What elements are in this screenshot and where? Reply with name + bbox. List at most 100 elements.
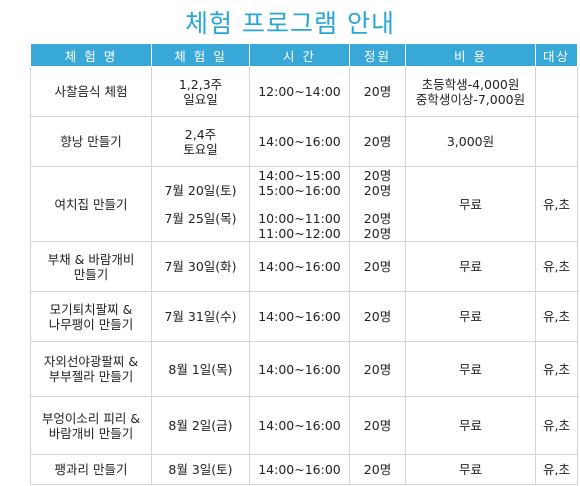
program-table: 체 험 명 체 험 일 시 간 정원 비 용 대상 사찰음식 체험 1,2,3주 일… bbox=[30, 43, 578, 485]
cell-capacity-text: 20명 bbox=[363, 167, 392, 183]
cell-capacity-text: 20명 bbox=[363, 134, 392, 149]
cell-name-text: 부엉이소리 피리 & bbox=[41, 410, 141, 426]
cell-capacity-text: 20명 bbox=[363, 84, 392, 99]
cell-target: 유,초 bbox=[535, 241, 578, 292]
cell-name-text: 여치집 만들기 bbox=[54, 196, 128, 212]
cell-time: 14:00~16:00 bbox=[249, 116, 350, 167]
cell-cost-text: 3,000원 bbox=[446, 134, 495, 149]
cell-time: 14:00~16:00 bbox=[249, 396, 350, 455]
cell-capacity: 20명 bbox=[349, 291, 406, 342]
cell-capacity-text: 20명 bbox=[363, 210, 392, 226]
cell-name: 모기퇴치팔찌 & 나무팽이 만들기 bbox=[30, 291, 152, 342]
cell-cost-text: 무료 bbox=[458, 309, 482, 324]
cell-name-text: 만들기 bbox=[73, 266, 109, 282]
cell-time: 12:00~14:00 bbox=[249, 66, 350, 117]
cell-capacity-text: 20명 bbox=[363, 259, 392, 274]
cell-capacity-text: 20명 bbox=[363, 309, 392, 324]
table-row: 부엉이소리 피리 & 바람개비 만들기 8월 2일(금) 14:00~16:00 20명… bbox=[30, 396, 578, 455]
cell-capacity: 20명 bbox=[349, 341, 406, 397]
cell-capacity: 20명 bbox=[349, 116, 406, 167]
cell-cost-text: 무료 bbox=[458, 462, 482, 477]
cell-cost-text: 중학생이상-7,000원 bbox=[415, 91, 526, 107]
cell-time-text: 15:00~16:00 bbox=[258, 182, 341, 198]
cell-capacity: 20명 20명 20명 20명 bbox=[349, 166, 406, 242]
cell-capacity-text: 20명 bbox=[363, 182, 392, 198]
cell-time-text: 10:00~11:00 bbox=[258, 210, 341, 226]
cell-target-text: 유,초 bbox=[543, 259, 570, 274]
cell-date: 8월 2일(금) bbox=[151, 396, 250, 455]
cell-cost-text: 초등학생-4,000원 bbox=[421, 76, 520, 92]
cell-name: 부엉이소리 피리 & 바람개비 만들기 bbox=[30, 396, 152, 455]
table-row: 자외선야광팔찌 & 부부젤라 만들기 8월 1일(목) 14:00~16:00 20명 무… bbox=[30, 341, 578, 397]
cell-name: 팽과리 만들기 bbox=[30, 454, 152, 485]
cell-cost-text: 무료 bbox=[458, 361, 482, 377]
cell-date: 1,2,3주 일요일 bbox=[151, 66, 250, 117]
cell-name: 향낭 만들기 bbox=[30, 116, 152, 167]
cell-capacity-text: 20명 bbox=[363, 361, 392, 377]
cell-cost-text: 무료 bbox=[458, 418, 482, 433]
cell-cost: 무료 bbox=[405, 166, 536, 242]
cell-time: 14:00~16:00 bbox=[249, 241, 350, 292]
header-cost: 비 용 bbox=[405, 43, 536, 67]
cell-time-text: 14:00~16:00 bbox=[258, 134, 341, 149]
cell-date-text: 7월 30일(화) bbox=[164, 259, 237, 274]
cell-date: 2,4주 토요일 bbox=[151, 116, 250, 167]
cell-name: 사찰음식 체험 bbox=[30, 66, 152, 117]
cell-time-text: 14:00~16:00 bbox=[258, 418, 341, 433]
cell-target: 유,초 bbox=[535, 291, 578, 342]
cell-cost: 무료 bbox=[405, 241, 536, 292]
cell-name: 여치집 만들기 bbox=[30, 166, 152, 242]
cell-time: 14:00~16:00 bbox=[249, 454, 350, 485]
cell-date-text: 7월 25일(목) bbox=[164, 210, 237, 226]
cell-capacity-text: 20명 bbox=[363, 225, 392, 241]
cell-cost: 무료 bbox=[405, 341, 536, 397]
cell-date: 7월 30일(화) bbox=[151, 241, 250, 292]
cell-date-text: 7월 31일(수) bbox=[164, 309, 237, 324]
header-capacity: 정원 bbox=[349, 43, 406, 67]
cell-date-text: 일요일 bbox=[183, 91, 218, 107]
cell-cost: 무료 bbox=[405, 396, 536, 455]
cell-name-text: 팽과리 만들기 bbox=[54, 462, 128, 477]
cell-date-text: 7월 20일(토) bbox=[164, 182, 237, 198]
cell-time: 14:00~16:00 bbox=[249, 341, 350, 397]
cell-date-text: 8월 2일(금) bbox=[168, 418, 233, 433]
cell-name-text: 부채 & 바람개비 bbox=[47, 251, 135, 267]
cell-time: 14:00~16:00 bbox=[249, 291, 350, 342]
table-row: 여치집 만들기 7월 20일(토) 7월 25일(목) 14:00~15:00 15:0… bbox=[30, 166, 578, 242]
cell-target-text: 유,초 bbox=[543, 462, 570, 477]
cell-target-text: 유,초 bbox=[543, 361, 570, 377]
cell-target-text: 유,초 bbox=[543, 196, 570, 212]
cell-cost: 무료 bbox=[405, 454, 536, 485]
header-target: 대상 bbox=[535, 43, 578, 67]
table-row: 사찰음식 체험 1,2,3주 일요일 12:00~14:00 20명 초등학생-4,000… bbox=[30, 66, 578, 117]
table-row: 모기퇴치팔찌 & 나무팽이 만들기 7월 31일(수) 14:00~16:00 20명 무… bbox=[30, 291, 578, 342]
cell-time-text: 14:00~16:00 bbox=[258, 309, 341, 324]
header-name: 체 험 명 bbox=[30, 43, 152, 67]
cell-name: 부채 & 바람개비 만들기 bbox=[30, 241, 152, 292]
cell-name-text: 사찰음식 체험 bbox=[54, 84, 128, 99]
cell-name-text: 바람개비 만들기 bbox=[48, 425, 134, 441]
cell-target: 유,초 bbox=[535, 341, 578, 397]
cell-capacity: 20명 bbox=[349, 66, 406, 117]
cell-date: 8월 3일(토) bbox=[151, 454, 250, 485]
header-time: 시 간 bbox=[249, 43, 350, 67]
table-row: 향낭 만들기 2,4주 토요일 14:00~16:00 20명 3,000원 bbox=[30, 116, 578, 167]
cell-date: 8월 1일(목) bbox=[151, 341, 250, 397]
cell-name-text: 나무팽이 만들기 bbox=[48, 316, 134, 332]
cell-cost: 초등학생-4,000원 중학생이상-7,000원 bbox=[405, 66, 536, 117]
cell-name-text: 모기퇴치팔찌 & bbox=[49, 301, 133, 317]
header-date: 체 험 일 bbox=[151, 43, 250, 67]
cell-time-text: 14:00~16:00 bbox=[258, 361, 341, 377]
cell-cost: 3,000원 bbox=[405, 116, 536, 167]
cell-date-text: 1,2,3주 bbox=[178, 76, 223, 92]
cell-time-text: 14:00~15:00 bbox=[258, 167, 341, 183]
cell-target: 유,초 bbox=[535, 396, 578, 455]
cell-target-text: 유,초 bbox=[543, 309, 570, 324]
cell-time-text: 14:00~16:00 bbox=[258, 462, 341, 477]
cell-capacity-text: 20명 bbox=[363, 418, 392, 433]
cell-name: 자외선야광팔찌 & 부부젤라 만들기 bbox=[30, 341, 152, 397]
table-row: 부채 & 바람개비 만들기 7월 30일(화) 14:00~16:00 20명 무료 유,초 bbox=[30, 241, 578, 292]
cell-capacity: 20명 bbox=[349, 454, 406, 485]
cell-cost: 무료 bbox=[405, 291, 536, 342]
cell-time-text: 12:00~14:00 bbox=[258, 84, 341, 99]
